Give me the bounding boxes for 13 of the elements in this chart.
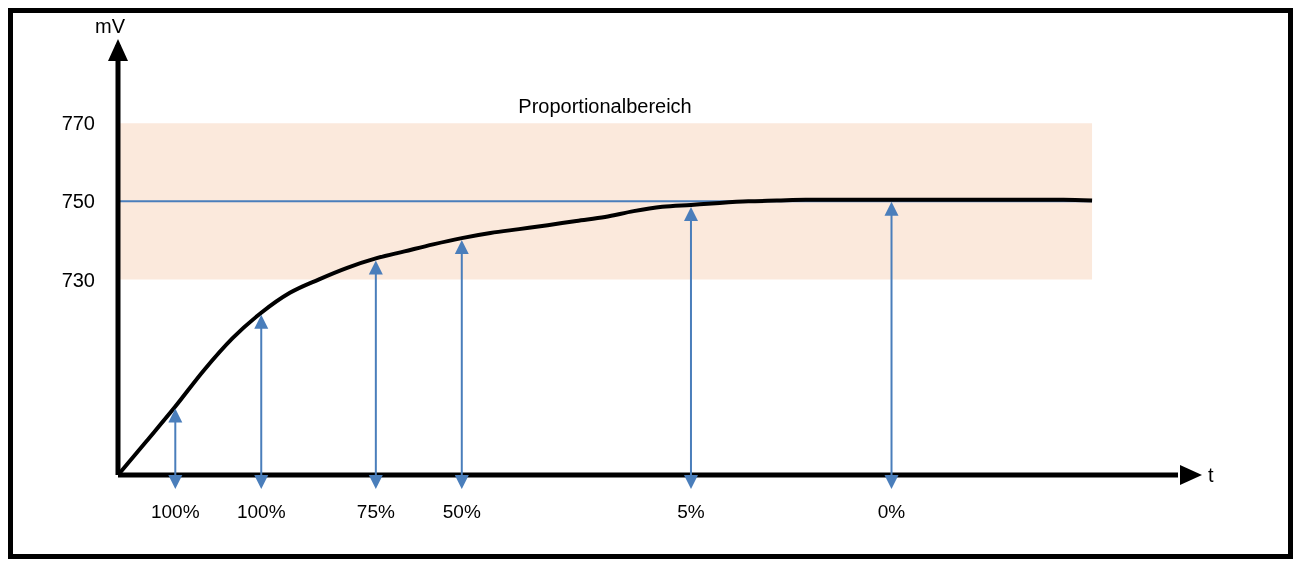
x-tick-label: 5% [677, 501, 705, 523]
x-tick-label: 0% [877, 501, 906, 523]
y-tick-label: 770 [61, 112, 95, 135]
band-label: Proportionalbereich [518, 95, 692, 118]
y-tick-label: 730 [61, 268, 95, 291]
y-tick-label: 750 [61, 190, 95, 213]
x-axis-title: t [1208, 464, 1214, 486]
x-tick-label: 50% [442, 501, 481, 523]
x-tick-label: 100% [150, 501, 200, 523]
x-tick-label: 75% [356, 501, 395, 523]
frame: Proportionalbereich 100% 100% 75% 50% 5% 0% 730 750 770 mV t [8, 8, 1293, 559]
x-tick-label: 100% [236, 501, 286, 523]
y-axis-title: mV [95, 15, 126, 37]
